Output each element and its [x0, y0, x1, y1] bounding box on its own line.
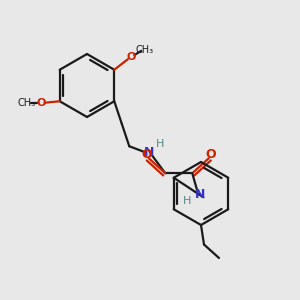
- Text: N: N: [195, 188, 205, 201]
- Text: O: O: [206, 148, 217, 161]
- Text: O: O: [141, 148, 152, 161]
- Text: O: O: [36, 98, 46, 108]
- Text: CH₃: CH₃: [17, 98, 35, 108]
- Text: H: H: [183, 196, 191, 206]
- Text: CH₃: CH₃: [135, 45, 153, 55]
- Text: N: N: [144, 146, 154, 159]
- Text: O: O: [127, 52, 136, 62]
- Text: H: H: [156, 139, 164, 149]
